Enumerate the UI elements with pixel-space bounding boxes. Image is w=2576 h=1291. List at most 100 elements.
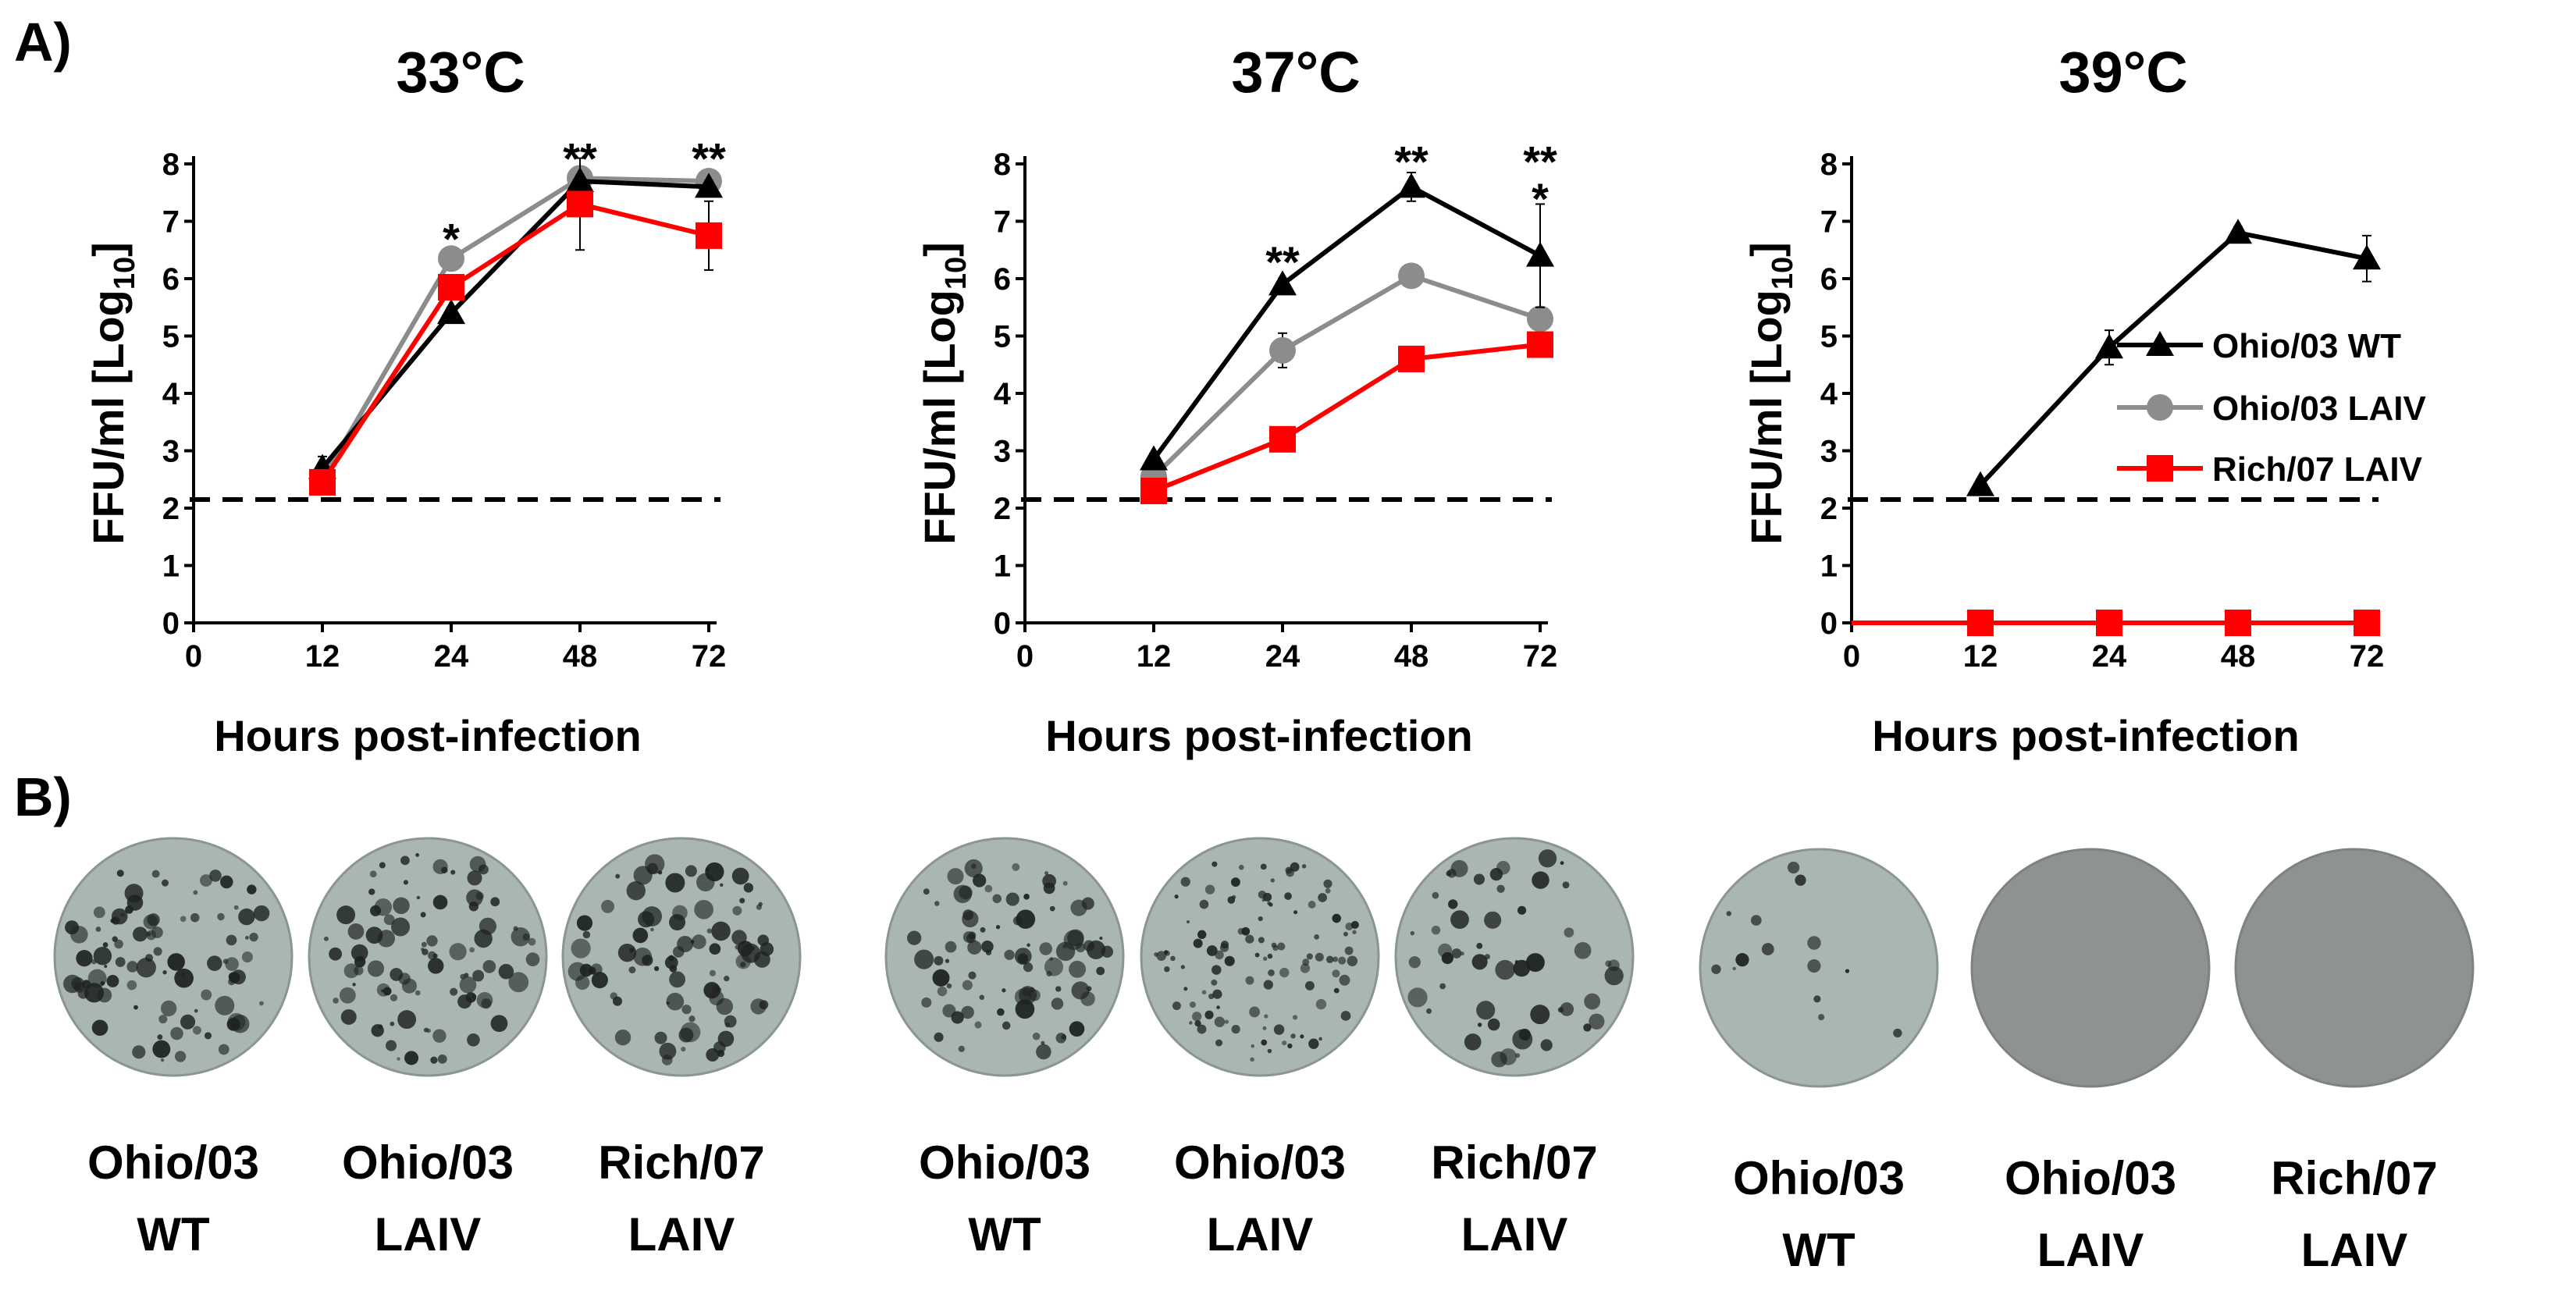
plaque-spot: [253, 905, 270, 922]
x-tick-label: 48: [563, 639, 598, 674]
data-point-square: [1527, 331, 1553, 358]
series-line: [320, 176, 710, 481]
plaque-spot: [167, 953, 185, 971]
plaque-spot: [241, 951, 253, 963]
plaque-spot: [1292, 1015, 1298, 1020]
plaque-spot: [1212, 989, 1222, 999]
plate-label-line1: Ohio/03: [2005, 1152, 2176, 1204]
plaque-spot: [694, 899, 713, 919]
data-point-square: [1967, 610, 1994, 636]
plaque-spot: [582, 930, 591, 939]
plaque-spot: [1287, 1043, 1293, 1049]
plate-label-line1: Rich/07: [1431, 1136, 1597, 1189]
plaque-spot: [646, 862, 659, 875]
legend-marker-triangle: [2146, 331, 2174, 356]
plaque-spot: [1273, 1024, 1285, 1035]
plaque-spot: [1514, 960, 1519, 964]
plaque-spot: [111, 908, 128, 925]
data-point-triangle: [695, 172, 723, 198]
x-tick-label: 12: [1137, 639, 1172, 674]
y-tick-label: 8: [1820, 148, 1838, 182]
plate-well: [1394, 837, 1635, 1077]
plaque-spot: [1224, 955, 1235, 966]
plaque-spot: [1344, 946, 1354, 955]
plaque-spot: [120, 912, 126, 918]
plaque-spot: [1525, 953, 1545, 973]
data-point-square: [2225, 610, 2251, 636]
plaque-spot: [760, 942, 774, 956]
plaque-spot: [576, 915, 593, 931]
plaque-spot: [945, 958, 950, 963]
plaque-spot: [1314, 934, 1320, 940]
plaque-spot: [1279, 967, 1290, 978]
plaque-spot: [511, 926, 531, 947]
series-line: [1978, 229, 2368, 487]
plaque-spot: [1199, 899, 1209, 909]
plaque-spot: [371, 1024, 384, 1037]
plaque-spot: [1267, 953, 1273, 959]
plaque-spot: [1212, 965, 1222, 975]
plaque-spot: [422, 948, 429, 955]
series-rich-07-laiv: [1140, 331, 1553, 504]
plaque-spot: [209, 870, 222, 882]
plaque-spot: [343, 963, 359, 979]
plaque-spot: [133, 1005, 138, 1010]
plaque-spot: [731, 930, 747, 945]
plaque-spot: [116, 870, 124, 877]
plaque-spot: [980, 926, 986, 933]
plaque-spot: [1476, 942, 1483, 949]
plaque-spot: [664, 955, 678, 969]
plaque-spot: [161, 879, 169, 887]
plaque-spot: [1183, 987, 1188, 991]
plaque-spot: [1212, 861, 1218, 867]
plaque-spot: [174, 1051, 187, 1062]
data-point-triangle: [2224, 219, 2252, 244]
plaque-spot: [65, 920, 80, 935]
plaque-spot: [133, 926, 148, 942]
data-point-square: [2354, 610, 2380, 636]
y-tick-label: 6: [1820, 262, 1838, 297]
data-point-triangle: [1268, 270, 1297, 296]
plaque-spot: [340, 1008, 357, 1025]
plaque-spot: [207, 955, 222, 971]
plaque-spot: [158, 1015, 168, 1024]
plaque-spot: [170, 1026, 183, 1040]
plaque-spot: [347, 923, 365, 940]
y-tick-label: 5: [1820, 320, 1838, 354]
plaque-spot: [1230, 877, 1240, 887]
plaque-spot: [626, 880, 646, 901]
plaque-spot: [741, 943, 761, 963]
plate-label-line1: Ohio/03: [1174, 1136, 1346, 1189]
plaque-spot: [1251, 1044, 1255, 1048]
plaque-spot: [397, 1010, 417, 1030]
plaque-spot: [352, 983, 356, 987]
y-tick-label: 7: [994, 205, 1011, 240]
data-point-square: [567, 190, 593, 218]
plaque-spot: [1258, 916, 1263, 922]
plaque-spot: [513, 926, 518, 931]
plaque-spot: [1340, 1011, 1351, 1021]
plaque-spot: [654, 1031, 667, 1044]
plate-3: Ohio/03 WT: [884, 837, 1125, 1261]
plaque-spot: [146, 931, 151, 937]
plaque-spot: [1484, 911, 1502, 929]
plate-label-line2: LAIV: [2301, 1224, 2408, 1276]
plaque-spot: [404, 1051, 419, 1065]
plaque-spot: [1332, 956, 1339, 962]
plate-label-line2: WT: [1782, 1224, 1855, 1276]
plaque-spot: [973, 873, 987, 887]
plaque-spot: [339, 987, 356, 1004]
plaque-spot: [350, 944, 368, 962]
plaque-spot: [1807, 936, 1821, 950]
plaque-spot: [1583, 1023, 1592, 1032]
data-point-square: [309, 468, 336, 496]
plaque-spot: [152, 1040, 171, 1058]
plaque-spot: [1012, 862, 1020, 871]
plaque-spot: [677, 936, 694, 952]
legend-label: Rich/07 LAIV: [2212, 450, 2423, 489]
plaque-spot: [706, 1048, 720, 1062]
plaque-spot: [1241, 926, 1251, 936]
plate-label-line1: Ohio/03: [1733, 1152, 1905, 1204]
plaque-spot: [93, 947, 112, 966]
plaque-spot: [1438, 943, 1453, 958]
